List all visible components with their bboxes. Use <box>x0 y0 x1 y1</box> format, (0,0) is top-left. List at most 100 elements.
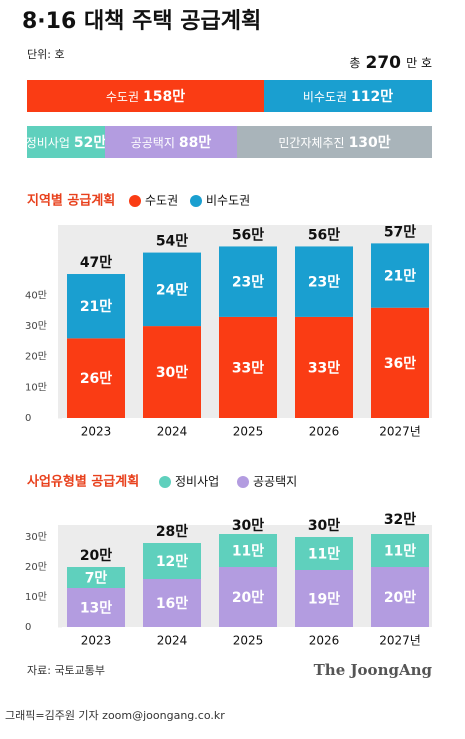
segment-value: 88만 <box>179 135 211 151</box>
bar-segment <box>295 570 353 627</box>
value-label: 20만 <box>232 590 264 606</box>
bar-segment <box>219 316 277 418</box>
value-label: 13만 <box>80 601 112 617</box>
summary-segment <box>264 80 432 112</box>
value-label: 21만 <box>80 299 112 315</box>
x-tick-label: 2025 <box>233 425 264 439</box>
bar-segment <box>219 534 277 567</box>
legend-swatch <box>159 476 171 488</box>
value-label: 33만 <box>232 360 264 376</box>
bar-segment <box>143 543 201 579</box>
value-label: 26만 <box>80 371 112 387</box>
summary-label: 정비사업 52만 <box>26 135 107 151</box>
summary-label: 민간자체추진 130만 <box>278 135 390 151</box>
x-tick-label: 2024 <box>157 425 188 439</box>
bar-segment <box>219 246 277 317</box>
value-label: 30만 <box>156 365 188 381</box>
legend-swatch <box>237 476 249 488</box>
title: 8·16 대책 주택 공급계획 <box>22 9 261 34</box>
segment-name: 비수도권 <box>303 90 347 104</box>
summary-label: 비수도권 112만 <box>303 89 393 105</box>
bar-segment <box>67 588 125 627</box>
chart-title: 사업유형별 공급계획 <box>27 474 139 490</box>
x-tick-label: 2023 <box>81 425 112 439</box>
bar-segment <box>219 567 277 627</box>
value-label: 24만 <box>156 282 188 298</box>
bar-segment <box>143 326 201 418</box>
total-label: 32만 <box>384 512 416 528</box>
total-label: 57만 <box>384 224 416 240</box>
total-value: 270 <box>366 53 402 73</box>
bar-segment <box>295 316 353 418</box>
segment-name: 수도권 <box>106 90 139 104</box>
total-label: 30만 <box>232 518 264 534</box>
legend-label: 비수도권 <box>206 194 250 208</box>
summary-segment <box>237 126 432 158</box>
x-tick-label: 2027년 <box>379 425 421 439</box>
x-tick-label: 2027년 <box>379 634 421 648</box>
total-label: 30만 <box>308 518 340 534</box>
bar-segment <box>295 246 353 317</box>
bar-segment <box>67 274 125 339</box>
value-label: 36만 <box>384 356 416 372</box>
y-tick-label: 0 <box>25 413 31 424</box>
summary-segment <box>27 80 264 112</box>
legend-label: 정비사업 <box>175 475 219 489</box>
segment-value: 158만 <box>143 89 185 105</box>
total-prefix: 총 <box>349 56 360 70</box>
bar-segment <box>67 567 125 588</box>
bar-segment <box>371 307 429 418</box>
value-label: 33만 <box>308 360 340 376</box>
summary-label: 수도권 158만 <box>106 89 185 105</box>
source: 자료: 국토교통부 <box>27 664 105 677</box>
x-tick-label: 2024 <box>157 634 188 648</box>
bar-segment <box>371 534 429 567</box>
total-label: 56만 <box>232 227 264 243</box>
x-tick-label: 2025 <box>233 634 264 648</box>
legend-label: 공공택지 <box>253 475 297 489</box>
value-label: 20만 <box>384 590 416 606</box>
segment-name: 정비사업 <box>26 136 70 150</box>
total-label: 20만 <box>80 548 112 564</box>
x-tick-label: 2026 <box>309 425 340 439</box>
y-tick-label: 40만 <box>25 289 47 301</box>
total-label: 47만 <box>80 255 112 271</box>
total-suffix: 만 호 <box>406 56 432 70</box>
value-label: 11만 <box>232 544 264 560</box>
caption-area <box>0 700 465 739</box>
y-tick-label: 0 <box>25 622 31 633</box>
total: 총 270 만 호 <box>349 53 432 74</box>
segment-value: 52만 <box>74 135 106 151</box>
bar-segment <box>143 579 201 627</box>
value-label: 7만 <box>85 571 108 587</box>
brand: The JoongAng <box>314 661 433 679</box>
y-tick-label: 10만 <box>25 591 47 603</box>
legend-swatch <box>129 195 141 207</box>
y-tick-label: 30만 <box>25 320 47 332</box>
y-tick-label: 30만 <box>25 531 47 543</box>
total-label: 56만 <box>308 227 340 243</box>
bar-segment <box>295 537 353 570</box>
summary-segment <box>105 126 237 158</box>
bar-segment <box>371 243 429 308</box>
value-label: 23만 <box>308 275 340 291</box>
segment-name: 공공택지 <box>131 136 175 150</box>
chart-title: 지역별 공급계획 <box>27 193 115 209</box>
segment-value: 112만 <box>351 89 393 105</box>
value-label: 19만 <box>308 592 340 608</box>
legend-swatch <box>190 195 202 207</box>
summary-label: 공공택지 88만 <box>131 135 212 151</box>
total-label: 28만 <box>156 524 188 540</box>
value-label: 21만 <box>384 269 416 285</box>
segment-name: 민간자체추진 <box>278 136 344 150</box>
x-tick-label: 2023 <box>81 634 112 648</box>
y-tick-label: 20만 <box>25 561 47 573</box>
caption: 그래픽=김주원 기자 zoom@joongang.co.kr <box>5 709 225 722</box>
value-label: 16만 <box>156 596 188 612</box>
legend-label: 수도권 <box>145 194 178 208</box>
total-label: 54만 <box>156 234 188 250</box>
value-label: 23만 <box>232 275 264 291</box>
y-tick-label: 10만 <box>25 381 47 393</box>
value-label: 11만 <box>384 544 416 560</box>
